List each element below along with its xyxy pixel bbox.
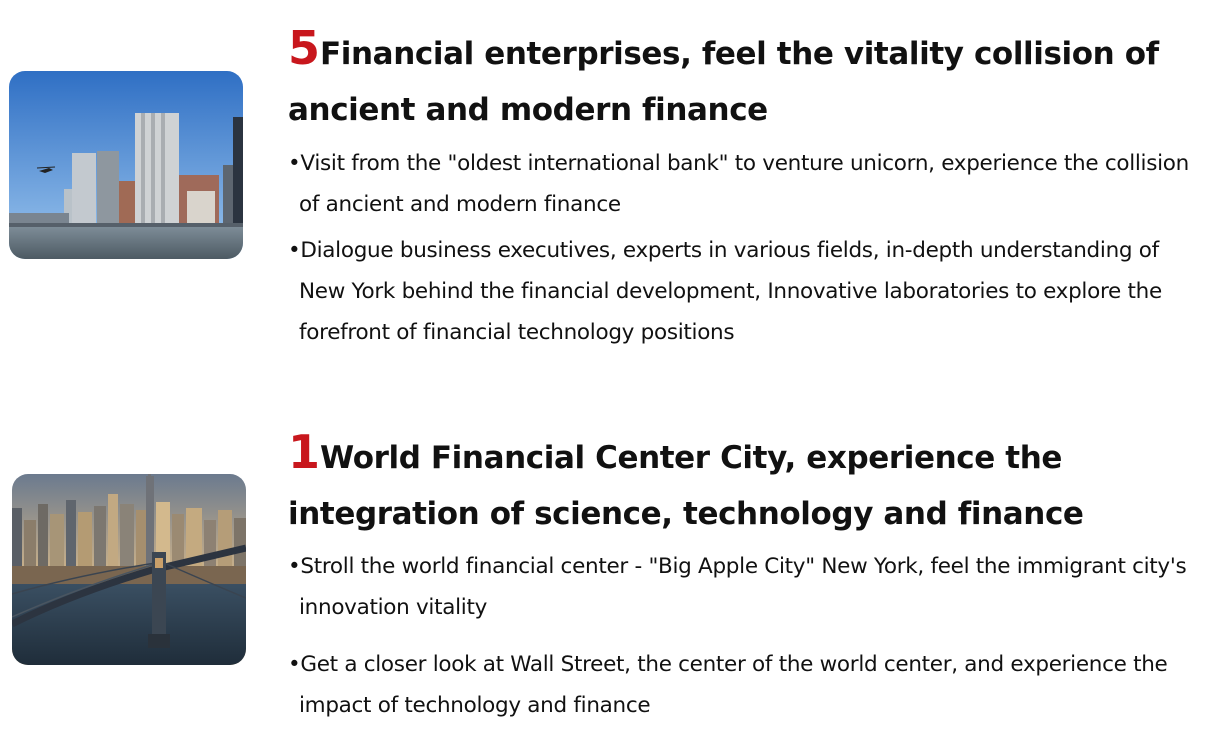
bullet-item: •Get a closer look at Wall Street, the c… <box>288 652 1168 718</box>
bridge-illustration <box>12 474 246 665</box>
manhattan-skyline-photo <box>9 71 243 259</box>
section-title: Financial enterprises, feel the vitality… <box>288 36 1159 128</box>
section-title: World Financial Center City, experience … <box>288 440 1084 532</box>
bullet-item: •Visit from the "oldest international ba… <box>288 151 1189 217</box>
section-number: 5 <box>288 21 321 75</box>
manhattan-bridge-photo <box>12 474 246 665</box>
section-heading: 1World Financial Center City, experience… <box>288 424 1188 542</box>
section-heading: 5Financial enterprises, feel the vitalit… <box>288 20 1188 138</box>
section-number: 1 <box>288 425 321 479</box>
skyline-illustration <box>9 71 243 259</box>
bullet-item: •Stroll the world financial center - "Bi… <box>288 554 1187 620</box>
bullet-item: •Dialogue business executives, experts i… <box>288 238 1162 345</box>
